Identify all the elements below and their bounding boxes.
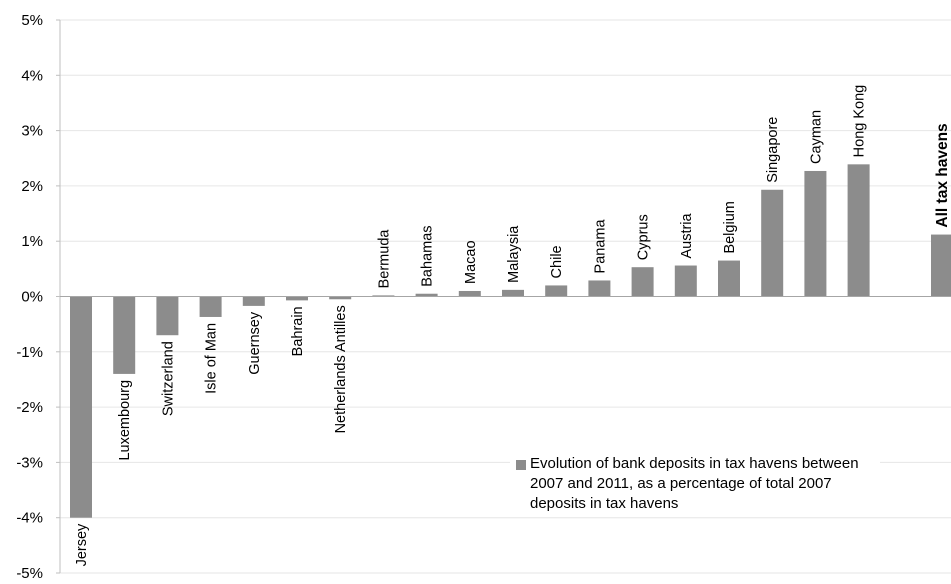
bar: [286, 296, 308, 301]
y-tick-label: 4%: [21, 67, 43, 84]
bar: [70, 296, 92, 518]
category-label: Malaysia: [506, 225, 522, 283]
category-label: Jersey: [74, 523, 90, 566]
y-tick-label: 2%: [21, 178, 43, 195]
bar: [113, 296, 136, 374]
category-label: Bermuda: [376, 229, 392, 289]
category-label: Guernsey: [247, 311, 263, 375]
bar: [372, 295, 395, 297]
y-tick-label: 1%: [21, 233, 43, 250]
bar: [415, 293, 438, 297]
bar: [329, 296, 352, 300]
legend-label: Evolution of bank deposits in tax havens…: [530, 455, 859, 512]
y-tick-label: -3%: [16, 454, 43, 471]
category-label: Isle of Man: [204, 323, 220, 394]
category-label: Cyprus: [636, 214, 652, 260]
category-label: Bahrain: [290, 306, 306, 356]
bar: [545, 285, 568, 297]
bar: [761, 189, 784, 297]
bar: [674, 265, 697, 297]
category-label: Chile: [549, 245, 565, 278]
bar: [847, 164, 870, 297]
legend: Evolution of bank deposits in tax havens…: [510, 452, 880, 514]
y-axis-tick-labels: -5% -4% -3% -2% -1% 0% 1% 2% 3% 4% 5%: [16, 12, 60, 582]
legend-swatch: [516, 460, 526, 470]
gridlines: [60, 19, 951, 574]
y-tick-label: 0%: [21, 289, 43, 306]
category-label: Panama: [592, 219, 608, 274]
category-label: Belgium: [722, 201, 738, 253]
bar: [199, 296, 222, 317]
y-tick-label: -5%: [16, 565, 43, 582]
y-tick-label: 3%: [21, 123, 43, 140]
y-tick-label: -4%: [16, 510, 43, 527]
y-tick-label: -1%: [16, 344, 43, 361]
bar: [156, 296, 179, 336]
bar: [804, 170, 827, 297]
category-label: Singapore: [765, 117, 781, 183]
bar: [931, 234, 951, 297]
bar: [718, 260, 740, 297]
y-tick-label: 5%: [21, 12, 43, 29]
category-label: Cayman: [808, 110, 824, 164]
category-label: Austria: [679, 212, 695, 258]
category-label: Luxembourg: [117, 380, 133, 461]
category-label: Hong Kong: [852, 85, 868, 158]
category-label: Macao: [463, 240, 479, 284]
category-label: Switzerland: [160, 341, 176, 416]
bar: [631, 267, 654, 297]
bar: [502, 289, 524, 297]
category-label: Netherlands Antilles: [333, 305, 349, 433]
bar: [458, 290, 481, 297]
bar: [588, 280, 611, 297]
bar: [242, 296, 265, 306]
category-labels: Jersey Luxembourg Switzerland Isle of Man Gu…: [74, 85, 951, 567]
y-tick-label: -2%: [16, 399, 43, 416]
bars: [70, 164, 951, 518]
category-label: All tax havens: [934, 123, 951, 227]
category-label: Bahamas: [420, 225, 436, 286]
